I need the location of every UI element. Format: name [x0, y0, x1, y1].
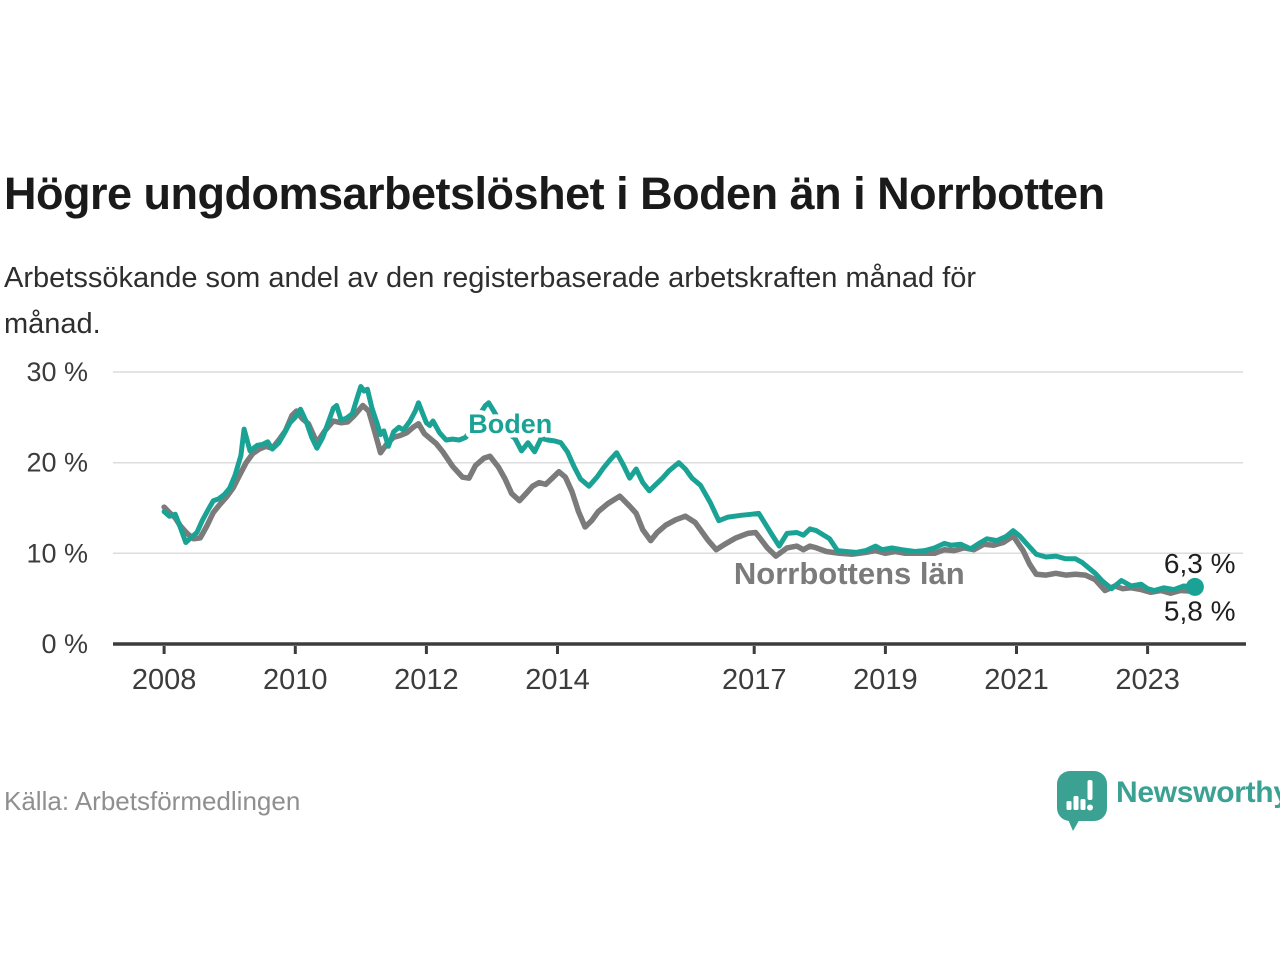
source-note: Källa: Arbetsförmedlingen [4, 786, 301, 816]
page-title: Högre ungdomsarbetslöshet i Boden än i N… [4, 168, 1105, 220]
boden-end-value-label: 6,3 % [1164, 548, 1236, 579]
y-tick-label-20: 20 % [26, 448, 88, 478]
norrbottens-l-n-series-label: Norrbottens län [734, 556, 965, 591]
brand-wordmark: Newsworthy [1116, 776, 1280, 809]
chart-subtitle-line2: månad. [4, 308, 101, 340]
x-tick-label-2017: 2017 [722, 664, 787, 696]
x-tick-label-2014: 2014 [525, 664, 590, 696]
norrbottens-l-n-end-value-label: 5,8 % [1164, 595, 1236, 626]
x-tick-label-2023: 2023 [1115, 664, 1180, 696]
boden-line [161, 384, 1198, 593]
x-tick-label-2010: 2010 [263, 664, 328, 696]
chart-subtitle-line1: Arbetssökande som andel av den registerb… [4, 262, 977, 294]
norrbottens-l-n-line [161, 402, 1198, 596]
boden-end-dot [1185, 577, 1204, 596]
x-tick-label-2012: 2012 [394, 664, 459, 696]
x-tick-label-2021: 2021 [984, 664, 1049, 696]
y-tick-label-10: 10 % [26, 538, 88, 568]
bar-chart-speech-bubble-icon [1057, 771, 1107, 831]
y-tick-label-30: 30 % [26, 357, 88, 387]
boden-series-label: Boden [468, 409, 552, 439]
x-tick-label-2008: 2008 [132, 664, 197, 696]
chart-subtitle: Arbetssökande som andel av den registerb… [4, 255, 1224, 347]
newsworthy-branding: Newsworthy [1056, 770, 1280, 834]
x-tick-label-2019: 2019 [853, 664, 918, 696]
y-tick-label-0: 0 % [41, 629, 88, 659]
